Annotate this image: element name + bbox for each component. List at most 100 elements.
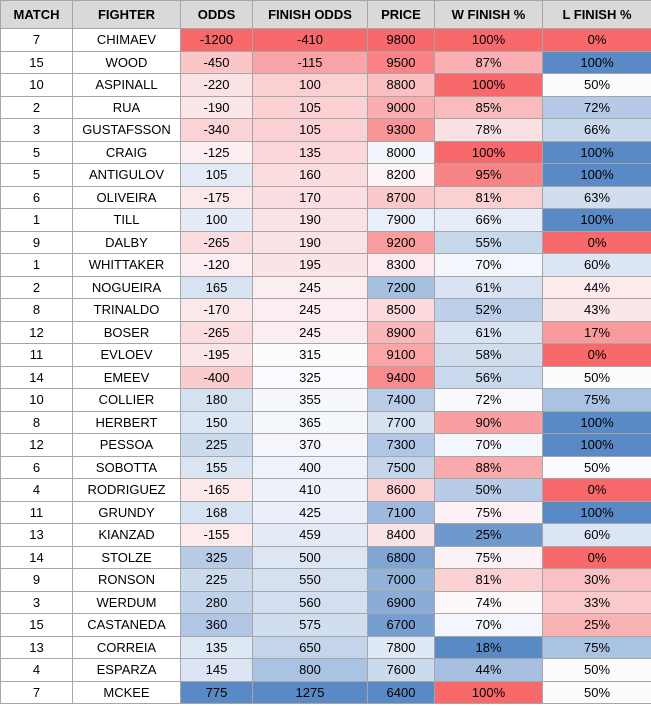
table-row: 6 SOBOTTA 155 400 7500 88% 50%: [0, 455, 651, 479]
table-cell: 7800: [367, 635, 435, 659]
table-cell: -195: [180, 343, 253, 367]
table-cell: 800: [252, 658, 368, 682]
table-row: 12 BOSER -265 245 8900 61% 17%: [0, 320, 651, 344]
table-cell: WHITTAKER: [72, 253, 181, 277]
table-cell: 100%: [434, 680, 543, 704]
table-cell: 100%: [542, 208, 651, 232]
table-cell: 5: [0, 163, 73, 187]
table-row: 9 RONSON 225 550 7000 81% 30%: [0, 568, 651, 592]
table-cell: -340: [180, 118, 253, 142]
table-row: 6 OLIVEIRA -175 170 8700 81% 63%: [0, 185, 651, 209]
table-cell: 105: [180, 163, 253, 187]
table-cell: 8600: [367, 478, 435, 502]
table-cell: 100%: [542, 50, 651, 74]
table-cell: 165: [180, 275, 253, 299]
table-cell: 9400: [367, 365, 435, 389]
table-cell: 75%: [542, 635, 651, 659]
table-cell: 190: [252, 208, 368, 232]
table-cell: 6800: [367, 545, 435, 569]
table-cell: 58%: [434, 343, 543, 367]
table-cell: KIANZAD: [72, 523, 181, 547]
table-cell: NOGUEIRA: [72, 275, 181, 299]
table-cell: 400: [252, 455, 368, 479]
table-cell: 100%: [542, 163, 651, 187]
table-cell: 9100: [367, 343, 435, 367]
table-cell: TRINALDO: [72, 298, 181, 322]
table-cell: 75%: [434, 545, 543, 569]
table-cell: 63%: [542, 185, 651, 209]
table-cell: 7700: [367, 410, 435, 434]
table-cell: 100%: [542, 410, 651, 434]
table-cell: 9: [0, 568, 73, 592]
table-cell: 30%: [542, 568, 651, 592]
table-row: 10 COLLIER 180 355 7400 72% 75%: [0, 388, 651, 412]
table-cell: 190: [252, 230, 368, 254]
table-cell: BOSER: [72, 320, 181, 344]
table-cell: 2: [0, 275, 73, 299]
table-cell: WOOD: [72, 50, 181, 74]
table-cell: 9200: [367, 230, 435, 254]
table-cell: 7: [0, 680, 73, 704]
table-row: 5 CRAIG -125 135 8000 100% 100%: [0, 140, 651, 164]
table-cell: 7300: [367, 433, 435, 457]
table-row: 15 WOOD -450 -115 9500 87% 100%: [0, 50, 651, 74]
table-cell: 9300: [367, 118, 435, 142]
table-cell: 245: [252, 275, 368, 299]
table-cell: 6: [0, 455, 73, 479]
table-cell: 7: [0, 28, 73, 52]
table-cell: GUSTAFSSON: [72, 118, 181, 142]
table-cell: ANTIGULOV: [72, 163, 181, 187]
table-cell: EMEEV: [72, 365, 181, 389]
table-cell: 160: [252, 163, 368, 187]
table-cell: 50%: [542, 365, 651, 389]
table-cell: 0%: [542, 343, 651, 367]
table-cell: 75%: [434, 500, 543, 524]
table-cell: 325: [252, 365, 368, 389]
table-cell: 8800: [367, 73, 435, 97]
table-cell: -400: [180, 365, 253, 389]
table-cell: 500: [252, 545, 368, 569]
table-cell: 425: [252, 500, 368, 524]
table-cell: DALBY: [72, 230, 181, 254]
table-cell: -155: [180, 523, 253, 547]
table-cell: 100%: [434, 140, 543, 164]
table-cell: 325: [180, 545, 253, 569]
table-cell: 25%: [542, 613, 651, 637]
table-cell: 7600: [367, 658, 435, 682]
table-cell: HERBERT: [72, 410, 181, 434]
column-header: L FINISH %: [542, 0, 651, 29]
table-cell: 100%: [434, 73, 543, 97]
table-row: 11 EVLOEV -195 315 9100 58% 0%: [0, 343, 651, 367]
table-row: 8 HERBERT 150 365 7700 90% 100%: [0, 410, 651, 434]
table-cell: 1: [0, 208, 73, 232]
table-cell: 280: [180, 590, 253, 614]
table-cell: 90%: [434, 410, 543, 434]
table-cell: 168: [180, 500, 253, 524]
table-cell: 9: [0, 230, 73, 254]
table-cell: 7900: [367, 208, 435, 232]
table-cell: 365: [252, 410, 368, 434]
table-cell: 3: [0, 590, 73, 614]
table-cell: 81%: [434, 568, 543, 592]
table-cell: 14: [0, 365, 73, 389]
table-cell: 74%: [434, 590, 543, 614]
table-cell: 95%: [434, 163, 543, 187]
table-cell: 85%: [434, 95, 543, 119]
table-cell: -190: [180, 95, 253, 119]
table-cell: 180: [180, 388, 253, 412]
column-header: W FINISH %: [434, 0, 543, 29]
table-cell: 8700: [367, 185, 435, 209]
column-header: MATCH: [0, 0, 73, 29]
table-cell: 88%: [434, 455, 543, 479]
table-cell: 8500: [367, 298, 435, 322]
table-cell: -265: [180, 230, 253, 254]
table-cell: 0%: [542, 230, 651, 254]
table-row: 2 NOGUEIRA 165 245 7200 61% 44%: [0, 275, 651, 299]
table-cell: 100: [180, 208, 253, 232]
table-cell: 370: [252, 433, 368, 457]
table-cell: PESSOA: [72, 433, 181, 457]
table-cell: 9500: [367, 50, 435, 74]
table-cell: 105: [252, 95, 368, 119]
table-cell: 70%: [434, 613, 543, 637]
